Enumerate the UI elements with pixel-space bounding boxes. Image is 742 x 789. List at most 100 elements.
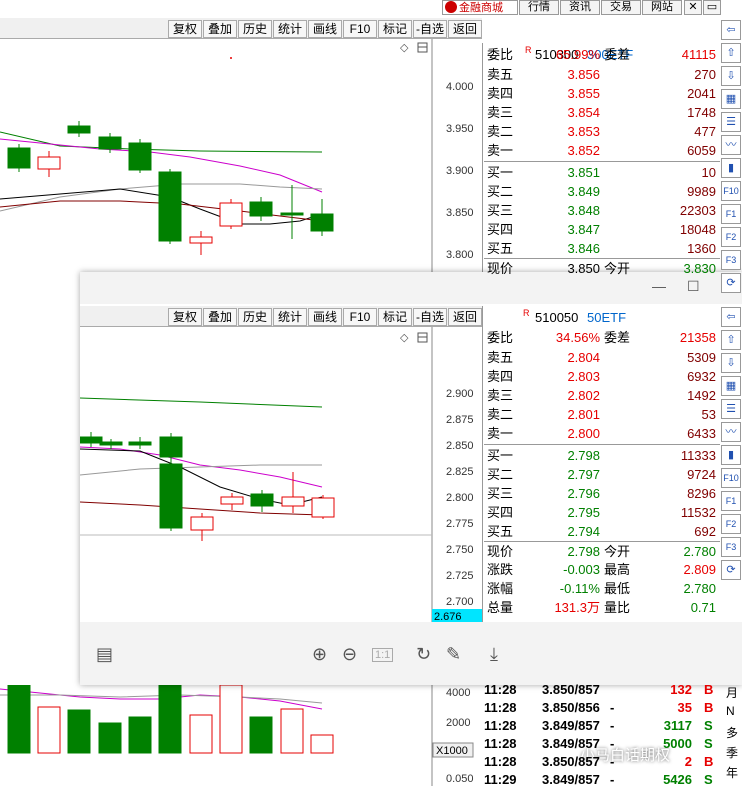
candle-icon[interactable]: ▮ bbox=[721, 158, 741, 178]
menu-quotes[interactable]: 行情 bbox=[519, 0, 559, 15]
front-candle-chart[interactable]: ◇ 2.900 2.875 2.850 2.825 2.800 2.775 2.750 2.7… bbox=[80, 327, 482, 622]
bid-row[interactable]: 买二 3.849 9989 bbox=[484, 182, 720, 201]
line-chart-icon[interactable]: 〰 bbox=[721, 135, 741, 155]
period-label[interactable]: 月 bbox=[726, 686, 739, 700]
arrow-left-icon[interactable]: ⇦ bbox=[721, 20, 741, 40]
front-name: 50ETF bbox=[587, 310, 627, 325]
tool-stats[interactable]: 统计 bbox=[273, 308, 307, 326]
ask-row[interactable]: 卖二 2.801 53 bbox=[484, 405, 720, 424]
maximize-icon[interactable]: ☐ bbox=[687, 278, 700, 294]
f1-icon[interactable]: F1 bbox=[721, 491, 741, 511]
layout-icon[interactable]: ▤ bbox=[96, 644, 114, 664]
period-label[interactable]: N bbox=[726, 704, 735, 718]
grid-icon[interactable]: ▦ bbox=[721, 376, 741, 396]
refresh-icon[interactable]: ⟳ bbox=[721, 560, 741, 580]
ask-row[interactable]: 卖一 3.852 6059 bbox=[484, 141, 720, 160]
minimize-icon[interactable]: — bbox=[652, 278, 666, 294]
tool-draw[interactable]: 画线 bbox=[308, 308, 342, 326]
ask-row[interactable]: 卖四 3.855 2041 bbox=[484, 84, 720, 103]
row-value: -0.11% bbox=[559, 581, 600, 596]
ask-row[interactable]: 卖三 3.854 1748 bbox=[484, 103, 720, 122]
list-icon[interactable]: ☰ bbox=[721, 399, 741, 419]
period-label[interactable]: 季 bbox=[726, 746, 739, 760]
f2-icon[interactable]: F2 bbox=[721, 227, 741, 247]
fit-icon[interactable]: 1:1 bbox=[372, 648, 394, 662]
menu-min-icon[interactable]: ▭ bbox=[703, 0, 721, 15]
tool-adjust[interactable]: 复权 bbox=[168, 20, 202, 38]
y-tick: 2.875 bbox=[446, 414, 474, 426]
tool-overlay[interactable]: 叠加 bbox=[203, 20, 237, 38]
period-label[interactable]: 多 bbox=[726, 726, 739, 740]
tool-mark[interactable]: 标记 bbox=[378, 20, 412, 38]
menu-trade[interactable]: 交易 bbox=[601, 0, 641, 15]
ask-row[interactable]: 卖三 2.802 1492 bbox=[484, 386, 720, 405]
f3-icon[interactable]: F3 bbox=[721, 250, 741, 270]
menu-website[interactable]: 网站 bbox=[642, 0, 682, 15]
ask-row[interactable]: 卖一 2.800 6433 bbox=[484, 424, 720, 443]
tool-draw[interactable]: 画线 bbox=[308, 20, 342, 38]
bid-row[interactable]: 买三 3.848 22303 bbox=[484, 201, 720, 220]
bid-row[interactable]: 买四 3.847 18048 bbox=[484, 220, 720, 239]
bid-row[interactable]: 买一 2.798 11333 bbox=[484, 446, 720, 465]
bid-row[interactable]: 买五 3.846 1360 bbox=[484, 239, 720, 258]
candle-icon[interactable]: ▮ bbox=[721, 445, 741, 465]
bid-row[interactable]: 买四 2.795 11532 bbox=[484, 503, 720, 522]
arrow-down-icon[interactable]: ⇩ bbox=[721, 66, 741, 86]
tool-watchlist[interactable]: -自选 bbox=[413, 308, 447, 326]
menu-close-icon[interactable]: ✕ bbox=[684, 0, 702, 15]
tool-f10[interactable]: F10 bbox=[343, 308, 377, 326]
row-value: 131.3万 bbox=[554, 600, 600, 615]
rotate-icon[interactable]: ↻ bbox=[416, 644, 432, 664]
tool-history[interactable]: 历史 bbox=[238, 308, 272, 326]
row-label: 买二 bbox=[487, 184, 514, 199]
trade-tick-row: 11:28 3.849/857 - 5000 S bbox=[484, 734, 720, 753]
arrow-down-icon[interactable]: ⇩ bbox=[721, 353, 741, 373]
tool-overlay[interactable]: 叠加 bbox=[203, 308, 237, 326]
ask-row[interactable]: 卖五 2.804 5309 bbox=[484, 348, 720, 367]
tool-adjust[interactable]: 复权 bbox=[168, 308, 202, 326]
candle bbox=[67, 125, 91, 134]
back-candle-chart[interactable]: ◇ 4.000 3.950 3.900 3.850 3.800 bbox=[0, 39, 482, 279]
bid-row[interactable]: 买二 2.797 9724 bbox=[484, 465, 720, 484]
row-volume: 5309 bbox=[687, 350, 716, 365]
f3-icon[interactable]: F3 bbox=[721, 537, 741, 557]
ask-row[interactable]: 卖二 3.853 477 bbox=[484, 122, 720, 141]
tool-mark[interactable]: 标记 bbox=[378, 308, 412, 326]
tick-side: S bbox=[704, 718, 713, 733]
menu-news[interactable]: 资讯 bbox=[560, 0, 600, 15]
f10-icon[interactable]: F10 bbox=[721, 181, 741, 201]
f10-icon[interactable]: F10 bbox=[721, 468, 741, 488]
arrow-up-icon[interactable]: ⇧ bbox=[721, 330, 741, 350]
line-chart-icon[interactable]: 〰 bbox=[721, 422, 741, 442]
tool-stats[interactable]: 统计 bbox=[273, 20, 307, 38]
row-label: 委比 bbox=[487, 47, 514, 62]
zoom-in-icon[interactable]: ⊕ bbox=[312, 644, 328, 664]
row-volume: 692 bbox=[694, 524, 716, 539]
download-icon[interactable]: ⤓ bbox=[490, 644, 498, 664]
arrow-up-icon[interactable]: ⇧ bbox=[721, 43, 741, 63]
ask-row[interactable]: 卖五 3.856 270 bbox=[484, 65, 720, 84]
list-icon[interactable]: ☰ bbox=[721, 112, 741, 132]
row-label: 总量 bbox=[487, 600, 514, 615]
tool-history[interactable]: 历史 bbox=[238, 20, 272, 38]
tool-f10[interactable]: F10 bbox=[343, 20, 377, 38]
ask-row[interactable]: 卖四 2.803 6932 bbox=[484, 367, 720, 386]
tool-watchlist[interactable]: -自选 bbox=[413, 20, 447, 38]
tool-back[interactable]: 返回 bbox=[448, 308, 482, 326]
zoom-out-icon[interactable]: ⊖ bbox=[342, 644, 358, 664]
edit-icon[interactable]: ✎ bbox=[446, 644, 462, 664]
chart-toolbar-front: 复权 叠加 历史 统计 画线 F10 标记 -自选 返回 bbox=[80, 306, 482, 327]
bid-row[interactable]: 买三 2.796 8296 bbox=[484, 484, 720, 503]
brand-mall-button[interactable]: 金融商城 bbox=[442, 0, 518, 15]
arrow-left-icon[interactable]: ⇦ bbox=[721, 307, 741, 327]
f1-icon[interactable]: F1 bbox=[721, 204, 741, 224]
period-label[interactable]: 年 bbox=[726, 766, 739, 780]
bid-row[interactable]: 买一 3.851 10 bbox=[484, 163, 720, 182]
candle bbox=[310, 213, 334, 232]
row-label: 委比 bbox=[487, 330, 514, 345]
bid-row[interactable]: 买五 2.794 692 bbox=[484, 522, 720, 541]
grid-icon[interactable]: ▦ bbox=[721, 89, 741, 109]
refresh-icon[interactable]: ⟳ bbox=[721, 273, 741, 293]
tool-back[interactable]: 返回 bbox=[448, 20, 482, 38]
f2-icon[interactable]: F2 bbox=[721, 514, 741, 534]
